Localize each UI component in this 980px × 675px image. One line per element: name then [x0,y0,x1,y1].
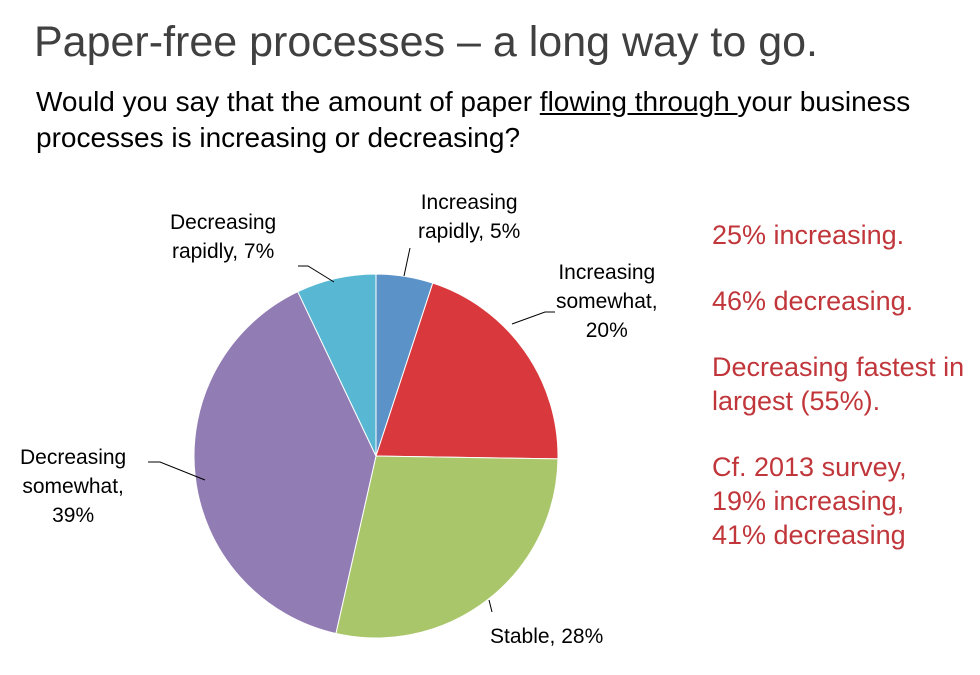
label-increasing-rapidly: Increasing rapidly, 5% [418,191,521,243]
key-findings: 25% increasing. 46% decreasing. Decreasi… [712,218,974,584]
question-underlined: flowing through [539,86,738,117]
pie-slice-decreasing-rapidly [297,273,377,457]
pie-slice-increasing-somewhat [375,282,559,460]
survey-question: Would you say that the amount of paper f… [36,84,936,156]
leader-line-0 [403,247,411,277]
note-2: 46% decreasing. [712,286,914,316]
leader-line-1 [511,311,555,325]
label-decreasing-somewhat: Decreasing somewhat, 39% [20,446,127,527]
label-decreasing-rapidly: Decreasing rapidly, 7% [170,211,277,263]
leader-line-4 [298,265,335,283]
slide-title: Paper-free processes – a long way to go. [34,18,818,66]
note-3: Decreasing fastest in largest (55%). [712,352,965,416]
label-stable: Stable, 28% [490,625,604,648]
question-text-1: Would you say that the amount of paper [36,86,540,117]
label-increasing-somewhat: Increasing somewhat, 20% [556,261,658,342]
leader-line-2 [488,599,493,613]
note-4: Cf. 2013 survey, 19% increasing, 41% dec… [712,452,907,550]
question-text-2: your business processes is increasing or… [36,86,911,153]
pie-slice-stable [335,455,559,639]
note-1: 25% increasing. [712,220,905,250]
leader-line-3 [148,461,206,481]
